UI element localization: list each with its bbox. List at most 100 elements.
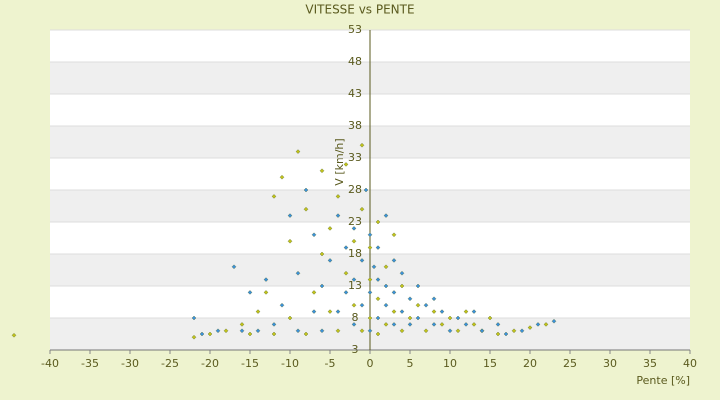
data-point (371, 264, 377, 270)
data-point (431, 296, 437, 302)
data-point (303, 206, 309, 212)
data-point (303, 187, 309, 193)
data-point (511, 328, 517, 334)
data-point (343, 245, 349, 250)
y-tick-label: 38 (348, 119, 362, 132)
data-point (239, 322, 245, 327)
data-point (335, 194, 341, 199)
data-point (487, 315, 493, 321)
data-point (391, 232, 397, 238)
data-point (439, 322, 445, 327)
data-point (415, 283, 421, 289)
data-point (463, 309, 469, 314)
data-point (287, 238, 293, 244)
chart-title: VITESSE vs PENTE (305, 3, 414, 17)
data-point (383, 322, 389, 327)
data-point (431, 322, 437, 327)
data-point (535, 322, 541, 327)
data-point (391, 258, 397, 263)
data-point (399, 328, 405, 334)
data-point (407, 315, 413, 321)
data-point (391, 309, 397, 314)
x-tick-label: 0 (367, 357, 374, 370)
data-point (319, 251, 325, 257)
x-axis-label: Pente [%] (636, 374, 690, 387)
data-point (423, 328, 429, 334)
data-point (359, 328, 365, 334)
data-point (263, 277, 269, 282)
data-point (327, 226, 333, 231)
data-point (215, 328, 221, 334)
data-point (407, 322, 413, 327)
data-point (351, 226, 357, 231)
data-point (335, 213, 341, 218)
data-point (199, 331, 205, 337)
x-tick-label: 15 (483, 357, 497, 370)
data-point (191, 334, 197, 340)
data-point (343, 270, 349, 276)
data-point (399, 309, 405, 314)
data-point (191, 315, 197, 321)
x-tick-label: 20 (523, 357, 537, 370)
data-point (375, 296, 381, 302)
data-point (383, 213, 389, 218)
data-point (367, 232, 373, 238)
data-point (367, 328, 373, 334)
data-point (343, 162, 349, 167)
x-tick-label: 10 (443, 357, 457, 370)
data-point (311, 232, 317, 238)
data-point (543, 322, 549, 327)
data-point (367, 290, 373, 295)
data-point (503, 331, 509, 337)
data-point (271, 194, 277, 199)
data-point (375, 219, 381, 225)
data-point (295, 328, 301, 334)
y-axis-label: V [km/h] (333, 138, 346, 185)
data-point (383, 283, 389, 289)
y-tick-label: 8 (352, 311, 359, 324)
data-point (447, 315, 453, 321)
data-point (519, 328, 525, 334)
data-point (399, 283, 405, 289)
y-tick-label: 43 (348, 87, 362, 100)
x-tick-label: -5 (325, 357, 336, 370)
x-tick-label: 35 (643, 357, 657, 370)
data-point (375, 245, 381, 250)
x-tick-label: -25 (161, 357, 179, 370)
data-point (407, 296, 413, 302)
data-point (527, 325, 533, 330)
data-point (295, 149, 301, 154)
data-point (391, 322, 397, 327)
data-point (303, 331, 309, 337)
data-point (375, 277, 381, 282)
data-point (351, 322, 357, 327)
y-tick-label: 23 (348, 215, 362, 228)
data-point (351, 277, 357, 282)
data-point (279, 174, 285, 180)
data-point (255, 309, 261, 314)
data-point (271, 331, 277, 337)
data-point (351, 238, 357, 244)
data-point (247, 331, 253, 337)
data-point (399, 270, 405, 276)
data-point (495, 331, 501, 337)
data-point (279, 302, 285, 308)
data-point (239, 328, 245, 334)
data-point (447, 328, 453, 334)
data-point (363, 187, 369, 193)
data-point (455, 315, 461, 321)
y-tick-label: 33 (348, 151, 362, 164)
data-point (319, 168, 325, 174)
data-point (359, 142, 365, 148)
data-point (327, 309, 333, 314)
data-point (359, 258, 365, 263)
data-point (367, 277, 373, 282)
data-point (383, 264, 389, 270)
data-point (295, 270, 301, 276)
data-point (471, 322, 477, 327)
x-tick-label: 30 (603, 357, 617, 370)
data-point (495, 322, 501, 327)
y-tick-label: 13 (348, 279, 362, 292)
x-tick-label: -35 (81, 357, 99, 370)
